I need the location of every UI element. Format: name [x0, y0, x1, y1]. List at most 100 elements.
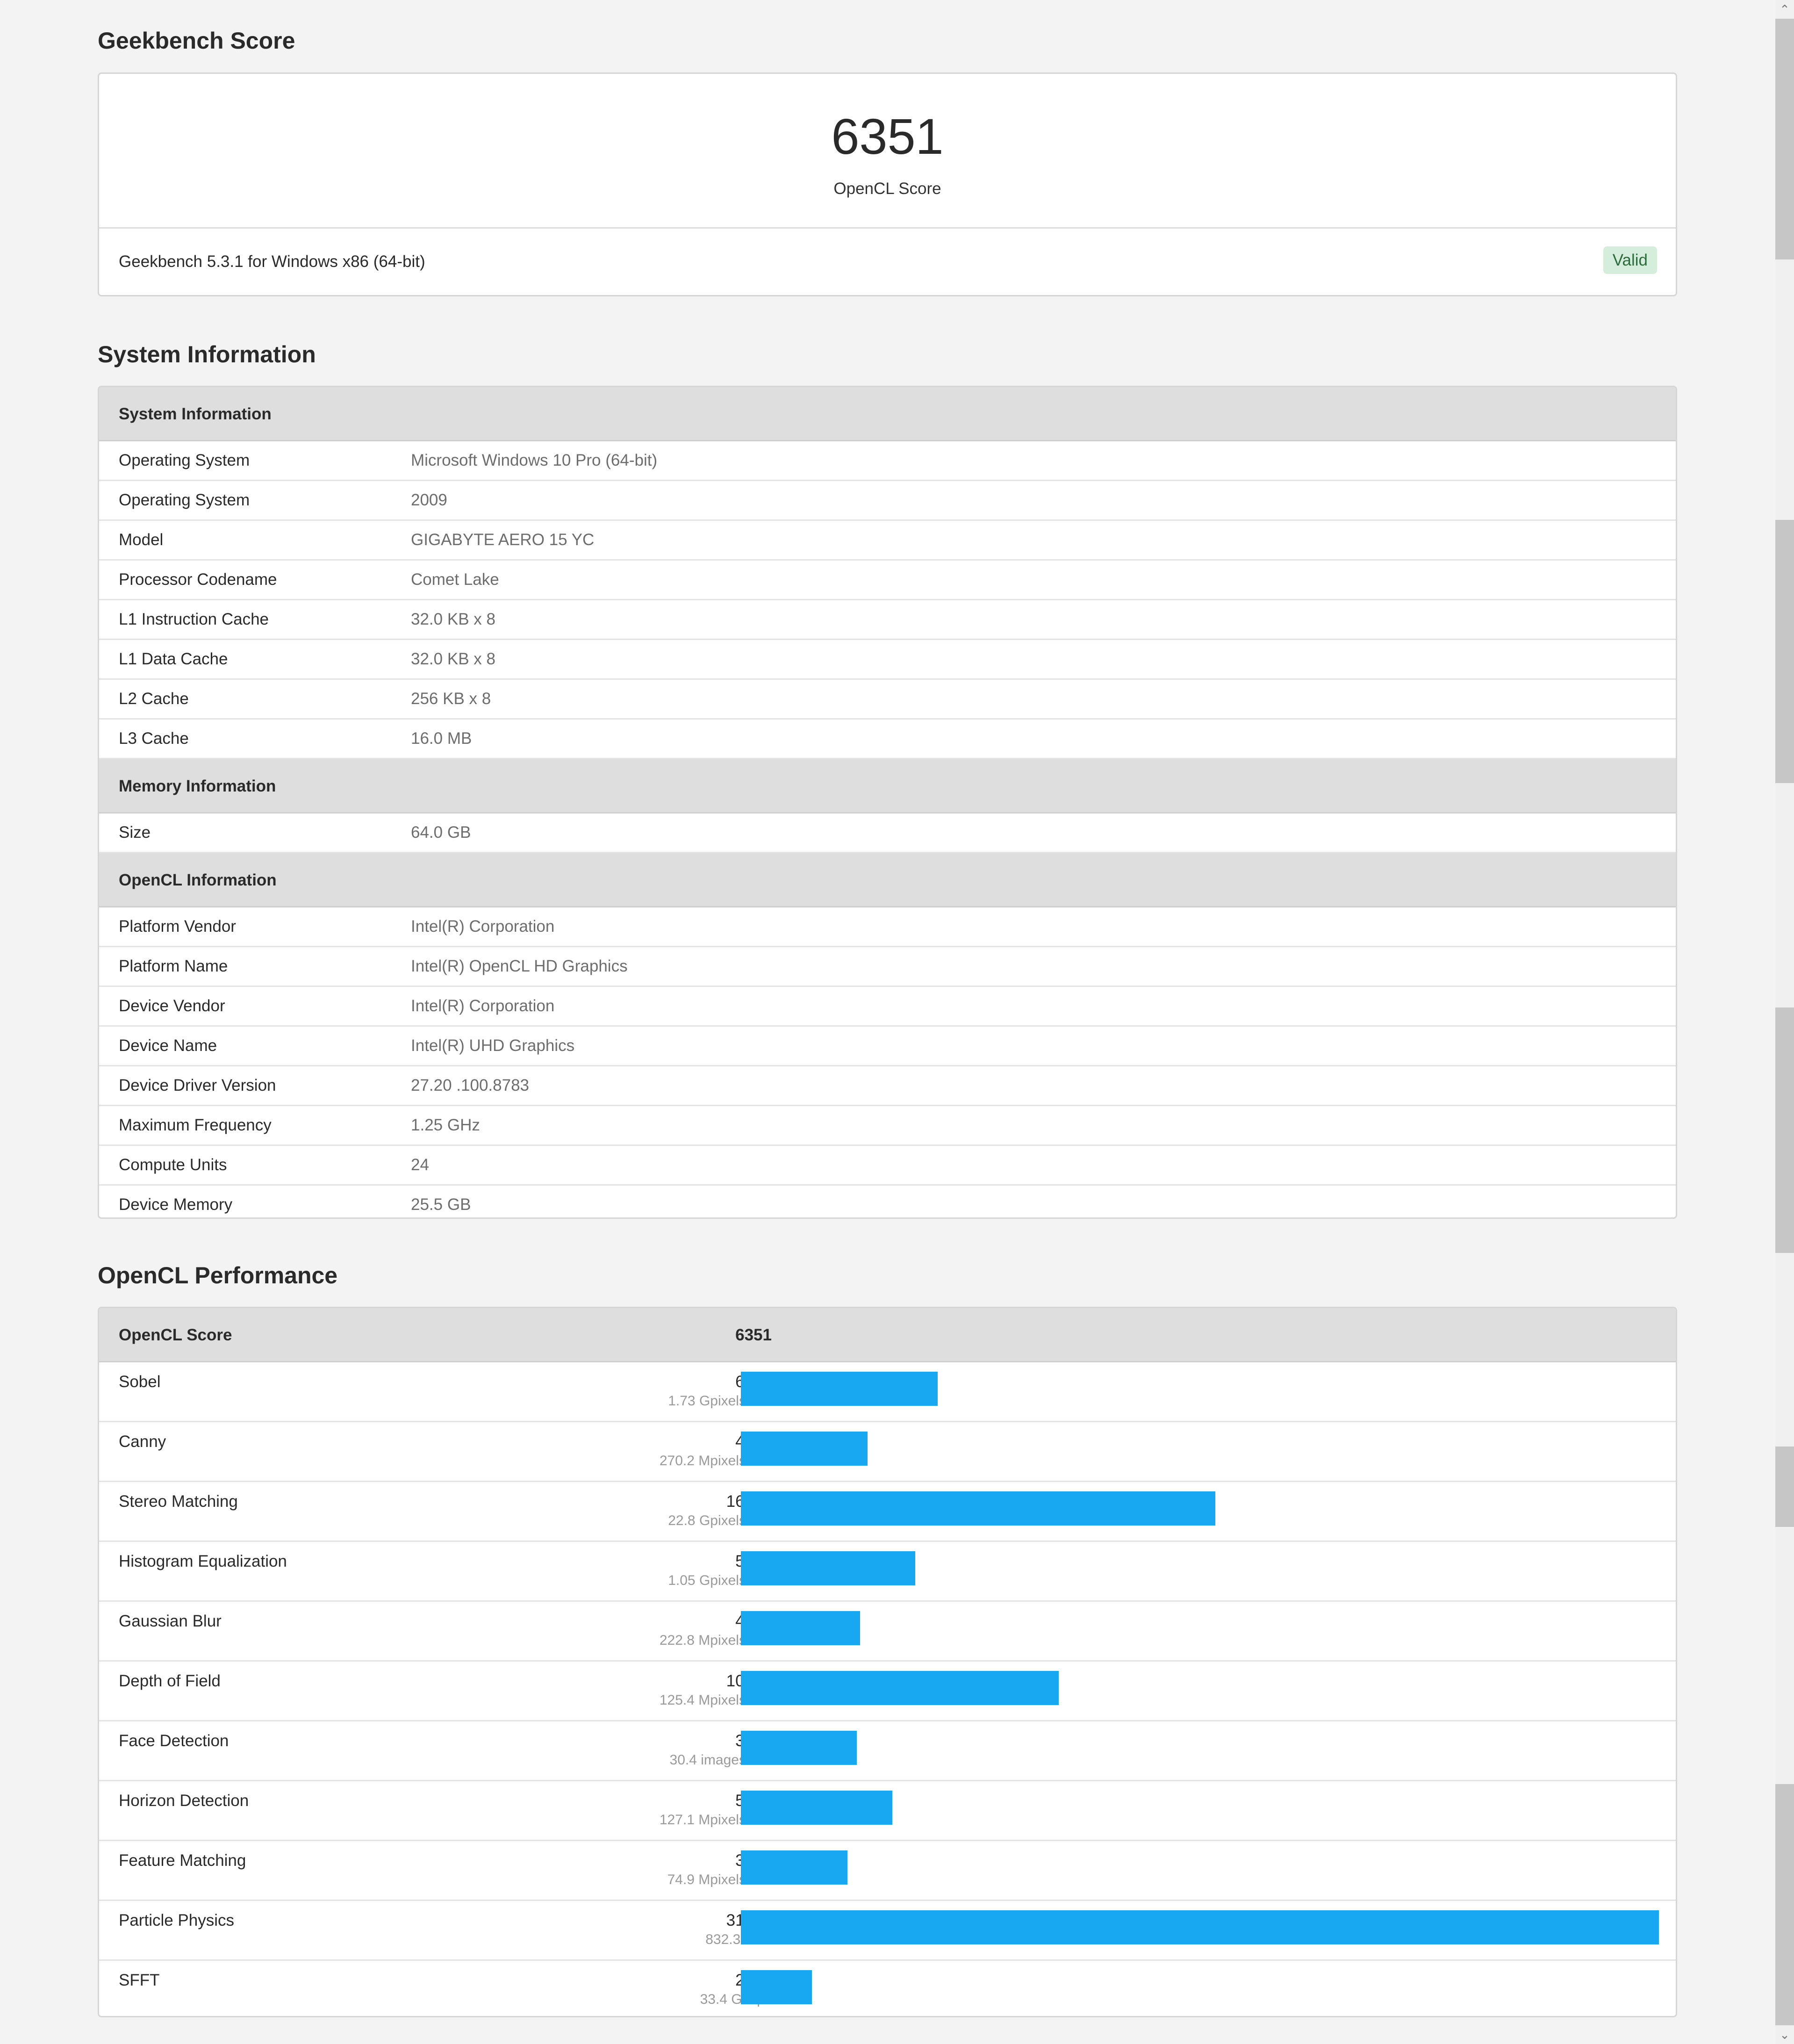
info-value: Microsoft Windows 10 Pro (64-bit) [411, 451, 658, 469]
info-key: Compute Units [119, 1156, 227, 1174]
version-text: Geekbench 5.3.1 for Windows x86 (64-bit) [119, 252, 425, 271]
perf-score-bar [741, 1551, 915, 1585]
page-scrollbar[interactable]: ⌃ ⌄ [1775, 0, 1794, 2044]
info-row: L2 Cache 256 KB x 8 [99, 680, 1676, 720]
perf-row: Gaussian Blur4053222.8 Mpixels/sec [99, 1602, 1676, 1662]
geekbench-score-title: Geekbench Score [98, 28, 295, 54]
perf-header-score: 6351 [735, 1326, 772, 1344]
info-row: Processor Codename Comet Lake [99, 561, 1676, 600]
info-value: 1.25 GHz [411, 1116, 480, 1134]
perf-workload-name: Depth of Field [119, 1672, 221, 1690]
info-row: Maximum Frequency 1.25 GHz [99, 1106, 1676, 1146]
scroll-down-arrow-icon[interactable]: ⌄ [1780, 2028, 1790, 2042]
perf-score-bar [741, 1491, 1215, 1526]
scroll-thumb[interactable] [1775, 1008, 1794, 1253]
info-key: L3 Cache [119, 729, 189, 748]
perf-row: Histogram Equalization59271.05 Gpixels/s… [99, 1542, 1676, 1602]
info-row: Operating System Microsoft Windows 10 Pro… [99, 441, 1676, 481]
info-row: Size 64.0 GB [99, 813, 1676, 853]
info-key: L1 Instruction Cache [119, 610, 269, 628]
info-value: 2009 [411, 491, 447, 509]
score-summary: 6351 OpenCL Score [99, 74, 1676, 229]
perf-score-bar [741, 1791, 892, 1825]
perf-workload-name: Feature Matching [119, 1851, 246, 1870]
perf-score-bar [741, 1432, 868, 1466]
info-key: Size [119, 823, 151, 842]
info-value: 27.20 .100.8783 [411, 1076, 530, 1094]
perf-score-bar [741, 1372, 938, 1406]
scroll-thumb[interactable] [1775, 520, 1794, 783]
scroll-thumb[interactable] [1775, 1784, 1794, 2025]
info-key: L2 Cache [119, 690, 189, 708]
info-row: Device Name Intel(R) UHD Graphics [99, 1027, 1676, 1066]
info-key: Processor Codename [119, 570, 277, 589]
info-row: Device Memory 25.5 GB [99, 1186, 1676, 1217]
system-information-title: System Information [98, 341, 316, 367]
perf-workload-name: SFFT [119, 1971, 160, 1989]
info-value: 25.5 GB [411, 1195, 471, 1214]
info-row: L1 Instruction Cache 32.0 KB x 8 [99, 600, 1676, 640]
info-value: 64.0 GB [411, 823, 471, 842]
info-key: Device Vendor [119, 997, 225, 1015]
score-footer: Geekbench 5.3.1 for Windows x86 (64-bit)… [99, 229, 1676, 295]
info-row: L3 Cache 16.0 MB [99, 720, 1676, 759]
perf-score-bar [741, 1671, 1059, 1705]
info-value: 24 [411, 1156, 429, 1174]
perf-score-bar [741, 1731, 857, 1765]
perf-row: Face Detection395030.4 images/sec [99, 1721, 1676, 1781]
perf-workload-name: Sobel [119, 1373, 161, 1391]
perf-row: Canny4316270.2 Mpixels/sec [99, 1422, 1676, 1482]
info-row: Operating System 2009 [99, 481, 1676, 521]
perf-row: Particle Physics31246832.3 FPS [99, 1901, 1676, 1961]
info-key: Operating System [119, 451, 250, 469]
scroll-thumb[interactable] [1775, 1447, 1794, 1527]
scroll-thumb[interactable] [1775, 19, 1794, 259]
perf-workload-name: Stereo Matching [119, 1492, 238, 1511]
perf-workload-name: Gaussian Blur [119, 1612, 222, 1630]
perf-workload-name: Face Detection [119, 1732, 229, 1750]
perf-header-row: OpenCL Score 6351 [99, 1308, 1676, 1362]
info-key: Device Name [119, 1036, 217, 1055]
info-value: Intel(R) UHD Graphics [411, 1036, 575, 1055]
info-value: Intel(R) Corporation [411, 997, 555, 1015]
perf-row: Stereo Matching1615022.8 Gpixels/sec [99, 1482, 1676, 1542]
info-key: Device Memory [119, 1195, 233, 1214]
info-value: 32.0 KB x 8 [411, 610, 495, 628]
info-group-header: Memory Information [99, 759, 1676, 813]
perf-rows: Sobel67041.73 Gpixels/secCanny4316270.2 … [99, 1362, 1676, 2016]
info-row: Compute Units 24 [99, 1146, 1676, 1186]
info-key: Operating System [119, 491, 250, 509]
perf-workload-name: Histogram Equalization [119, 1552, 287, 1570]
perf-score-bar [741, 1970, 812, 2004]
info-group-header: System Information [99, 387, 1676, 441]
scroll-up-arrow-icon[interactable]: ⌃ [1780, 2, 1790, 16]
info-key: Platform Vendor [119, 917, 236, 936]
perf-workload-name: Horizon Detection [119, 1792, 249, 1810]
perf-row: Horizon Detection5158127.1 Mpixels/sec [99, 1781, 1676, 1841]
info-value: 256 KB x 8 [411, 690, 491, 708]
perf-workload-name: Particle Physics [119, 1911, 235, 1929]
info-row: Model GIGABYTE AERO 15 YC [99, 521, 1676, 561]
info-row: Platform Name Intel(R) OpenCL HD Graphics [99, 947, 1676, 987]
perf-score-bar [741, 1611, 860, 1645]
info-key: Model [119, 531, 164, 549]
perf-score-bar [741, 1850, 847, 1885]
info-row: Device Driver Version 27.20 .100.8783 [99, 1066, 1676, 1106]
info-row: L1 Data Cache 32.0 KB x 8 [99, 640, 1676, 680]
perf-workload-name: Canny [119, 1432, 166, 1451]
info-key: Maximum Frequency [119, 1116, 272, 1134]
opencl-performance-table: OpenCL Score 6351 Sobel67041.73 Gpixels/… [98, 1307, 1677, 2017]
info-key: Device Driver Version [119, 1076, 276, 1094]
info-value: GIGABYTE AERO 15 YC [411, 531, 595, 549]
valid-badge: Valid [1603, 246, 1657, 274]
info-value: Intel(R) Corporation [411, 917, 555, 936]
perf-row: Feature Matching362274.9 Mpixels/sec [99, 1841, 1676, 1901]
info-row: Device Vendor Intel(R) Corporation [99, 987, 1676, 1027]
info-key: Platform Name [119, 957, 228, 975]
info-key: L1 Data Cache [119, 650, 228, 668]
info-value: Comet Lake [411, 570, 499, 589]
perf-row: Depth of Field10812125.4 Mpixels/sec [99, 1662, 1676, 1721]
opencl-score-value: 6351 [831, 108, 944, 165]
perf-header-label: OpenCL Score [119, 1326, 232, 1344]
opencl-performance-title: OpenCL Performance [98, 1262, 338, 1288]
